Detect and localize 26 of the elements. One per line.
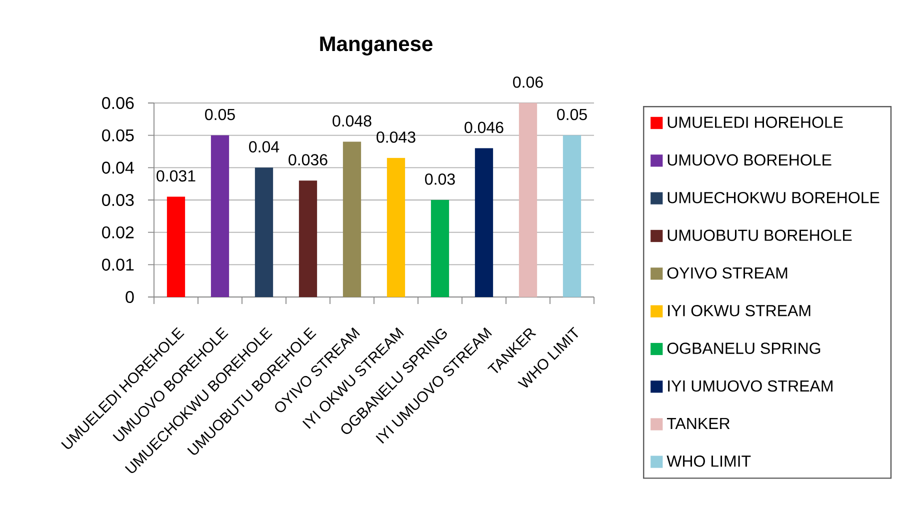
legend-label: UMUECHOKWU BOREHOLE <box>668 192 880 204</box>
data-label: 0.043 <box>376 131 416 143</box>
y-tick-label: 0.02 <box>102 226 134 238</box>
chart-title: Manganese <box>320 36 432 56</box>
y-tick-label: 0.01 <box>102 258 134 271</box>
y-tick-label: 0 <box>126 290 134 304</box>
data-label: 0.046 <box>464 122 504 134</box>
data-label: 0.031 <box>156 170 196 182</box>
y-tick-label: 0.03 <box>102 194 134 206</box>
data-label: 0.03 <box>425 173 455 185</box>
data-label: 0.036 <box>288 154 328 166</box>
legend-label: UMUOVO BOREHOLE <box>668 154 832 166</box>
y-tick-label: 0.05 <box>102 129 134 142</box>
legend-label: WHO LIMIT <box>666 456 751 467</box>
data-label: 0.05 <box>557 108 587 120</box>
data-label: 0.05 <box>205 108 235 120</box>
data-label: 0.048 <box>332 115 372 127</box>
legend-label: UMUELEDI HOREHOLE <box>668 116 843 128</box>
legend-label: UMUOBUTU BOREHOLE <box>668 230 852 241</box>
legend-label: IYI OKWU STREAM <box>668 304 810 316</box>
data-label: 0.04 <box>249 141 280 152</box>
legend-label: OGBANELU SPRING <box>667 342 820 354</box>
data-label: 0.06 <box>513 76 543 88</box>
y-tick-label: 0.04 <box>102 162 134 174</box>
y-tick-label: 0.06 <box>102 96 134 110</box>
legend-label: OYIVO STREAM <box>667 267 788 279</box>
